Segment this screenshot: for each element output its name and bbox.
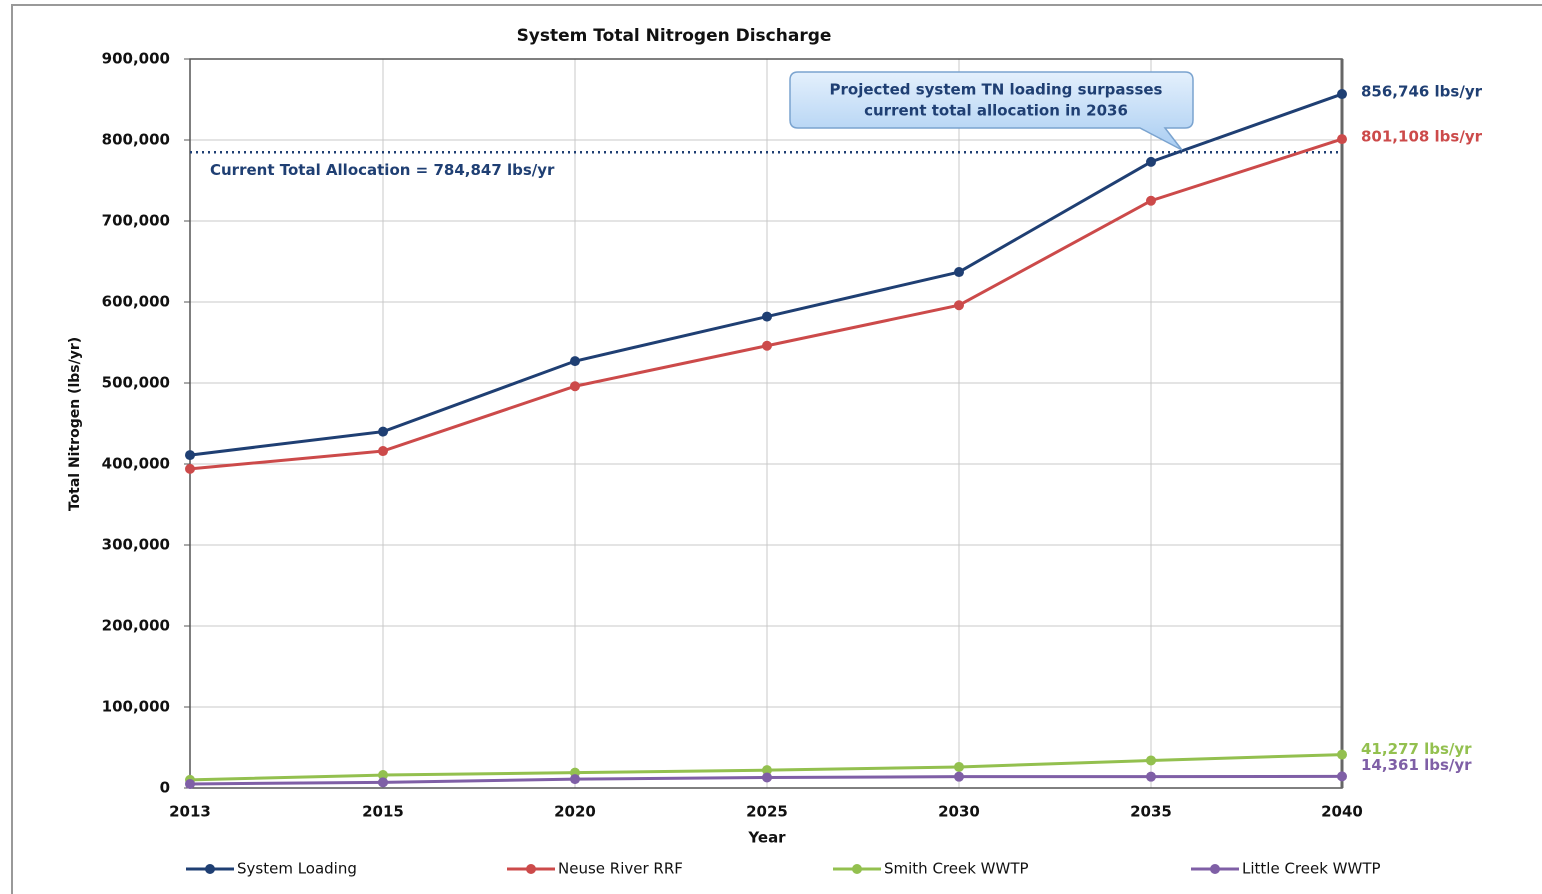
x-axis-title: Year (747, 829, 786, 847)
legend-label: Smith Creek WWTP (884, 860, 1029, 878)
point (762, 765, 772, 776)
reference-label: Current Total Allocation = 784,847 lbs/y… (210, 161, 555, 179)
point (570, 381, 580, 392)
x-tick-label: 2013 (169, 803, 211, 821)
y-tick-label: 200,000 (102, 617, 170, 635)
x-tick-label: 2020 (554, 803, 596, 821)
point (570, 356, 580, 367)
x-tick-label: 2040 (1321, 803, 1363, 821)
y-tick-label: 900,000 (102, 50, 170, 68)
x-tick-label: 2035 (1130, 803, 1172, 821)
point (1337, 771, 1347, 782)
point (378, 446, 388, 457)
point (1337, 134, 1347, 145)
x-tick-label: 2015 (362, 803, 404, 821)
legend-marker (852, 864, 862, 874)
point (762, 311, 772, 322)
chart-title: System Total Nitrogen Discharge (517, 26, 832, 46)
point (1337, 89, 1347, 100)
point (185, 450, 195, 461)
y-axis-title: Total Nitrogen (lbs/yr) (67, 337, 83, 511)
legend-marker (1210, 864, 1220, 874)
point (1146, 156, 1156, 167)
y-tick-label: 700,000 (102, 212, 170, 230)
value-label: 801,108 lbs/yr (1361, 128, 1483, 146)
point (185, 463, 195, 474)
point (185, 778, 195, 789)
point (378, 770, 388, 781)
frame (11, 4, 1542, 894)
legend-label: System Loading (237, 860, 357, 878)
x-tick-label: 2025 (746, 803, 788, 821)
point (954, 300, 964, 311)
value-label: 14,361 lbs/yr (1361, 756, 1472, 774)
point (954, 771, 964, 782)
legend-label: Neuse River RRF (558, 860, 683, 878)
value-label: 856,746 lbs/yr (1361, 83, 1483, 101)
point (1146, 195, 1156, 206)
y-tick-label: 600,000 (102, 293, 170, 311)
y-tick-label: 300,000 (102, 536, 170, 554)
legend-marker (526, 864, 536, 874)
callout-text: Projected system TN loading surpasses (830, 81, 1163, 99)
callout: Projected system TN loading surpasses cu… (789, 71, 1194, 151)
callout-text: current total allocation in 2036 (864, 102, 1128, 120)
y-tick-label: 100,000 (102, 698, 170, 716)
legend-label: Little Creek WWTP (1242, 860, 1381, 878)
y-tick-label: 800,000 (102, 131, 170, 149)
point (954, 267, 964, 278)
point (1337, 749, 1347, 760)
y-tick-label: 0 (160, 779, 170, 797)
legend-marker (205, 864, 215, 874)
callout-box (789, 71, 1194, 151)
point (378, 426, 388, 437)
series-line (189, 137, 1343, 471)
point (1146, 755, 1156, 766)
x-tick-label: 2030 (938, 803, 980, 821)
point (762, 772, 772, 783)
y-tick-label: 500,000 (102, 374, 170, 392)
point (762, 340, 772, 351)
series-line (189, 92, 1343, 457)
point (1146, 771, 1156, 782)
point (378, 777, 388, 788)
y-tick-label: 400,000 (102, 455, 170, 473)
value-label: 41,277 lbs/yr (1361, 740, 1472, 758)
plot-area: 0 100,000 200,000 300,000 400,000 500,000 600,… (102, 50, 1483, 878)
point (570, 774, 580, 785)
point (954, 761, 964, 772)
